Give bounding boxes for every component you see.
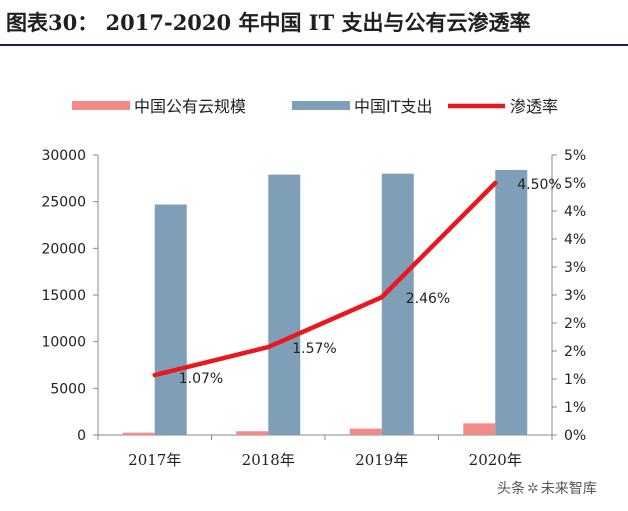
y-tick-label-right: 1% bbox=[564, 400, 586, 416]
legend-swatch-cloud bbox=[72, 101, 130, 110]
watermark-prefix: 头条 bbox=[497, 481, 525, 497]
legend-label-cloud: 中国公有云规模 bbox=[134, 97, 246, 116]
y-tick-label-left: 15000 bbox=[41, 288, 86, 304]
y-tick-label-right: 2% bbox=[564, 344, 586, 360]
y-tick-label-right: 3% bbox=[564, 288, 586, 304]
sparkle-icon: ✲ bbox=[527, 481, 539, 497]
y-tick-label-right: 4% bbox=[564, 204, 586, 220]
legend: 中国公有云规模 中国IT支出 渗透率 bbox=[72, 97, 558, 116]
y-tick-label-right: 3% bbox=[564, 260, 586, 276]
y-tick-label-left: 5000 bbox=[50, 381, 86, 397]
axes: 0 5000 10000 15000 20000 25000 30000 0% 1% 1% 2% 2%… bbox=[41, 148, 586, 469]
bar-cloud-2019 bbox=[349, 428, 382, 435]
bar-it-2017 bbox=[154, 204, 187, 435]
rate-label: 4.50% bbox=[517, 177, 561, 193]
x-tick-label: 2017年 bbox=[128, 451, 181, 469]
legend-label-rate: 渗透率 bbox=[510, 97, 558, 116]
bar-cloud-2017 bbox=[122, 432, 155, 435]
y-tick-label-left: 30000 bbox=[41, 148, 86, 164]
watermark-brand: 未来智库 bbox=[540, 481, 597, 497]
y-tick-label-left: 10000 bbox=[41, 335, 86, 351]
y-tick-label-left: 20000 bbox=[41, 241, 86, 257]
y-tick-label-right: 5% bbox=[564, 176, 586, 192]
rate-label: 1.07% bbox=[179, 371, 223, 387]
y-tick-label-right: 1% bbox=[564, 372, 586, 388]
x-tick-label: 2018年 bbox=[242, 451, 295, 469]
legend-swatch-it bbox=[292, 101, 350, 110]
y-tick-label-right: 2% bbox=[564, 316, 586, 332]
y-tick-label-right: 4% bbox=[564, 232, 586, 248]
rate-line bbox=[152, 180, 498, 378]
bar-it-2018 bbox=[268, 174, 301, 435]
x-tick-label: 2020年 bbox=[469, 451, 522, 469]
title-divider bbox=[0, 44, 628, 46]
bar-it-2019 bbox=[381, 173, 414, 435]
watermark: 头条 ✲ 未来智库 bbox=[497, 478, 597, 498]
title-bar: 图表30： 2017-2020 年中国 IT 支出与公有云渗透率 bbox=[0, 0, 628, 46]
y-tick-label-right: 0% bbox=[564, 428, 586, 444]
data-labels: 1.07% 1.57% 2.46% 4.50% bbox=[179, 177, 562, 387]
y-tick-label-right: 5% bbox=[564, 148, 586, 164]
rate-label: 1.57% bbox=[292, 341, 336, 357]
bar-cloud-2018 bbox=[236, 431, 269, 435]
bar-cloud-2020 bbox=[463, 423, 496, 435]
bar-it-2020 bbox=[495, 169, 528, 435]
rate-label: 2.46% bbox=[406, 291, 450, 307]
chart-title: 图表30： 2017-2020 年中国 IT 支出与公有云渗透率 bbox=[6, 10, 531, 35]
x-tick-label: 2019年 bbox=[355, 451, 408, 469]
y-tick-label-left: 25000 bbox=[41, 195, 86, 211]
bars bbox=[122, 169, 528, 435]
legend-label-it: 中国IT支出 bbox=[354, 97, 433, 116]
rate-line-group bbox=[152, 180, 498, 378]
y-tick-label-left: 0 bbox=[77, 428, 86, 444]
